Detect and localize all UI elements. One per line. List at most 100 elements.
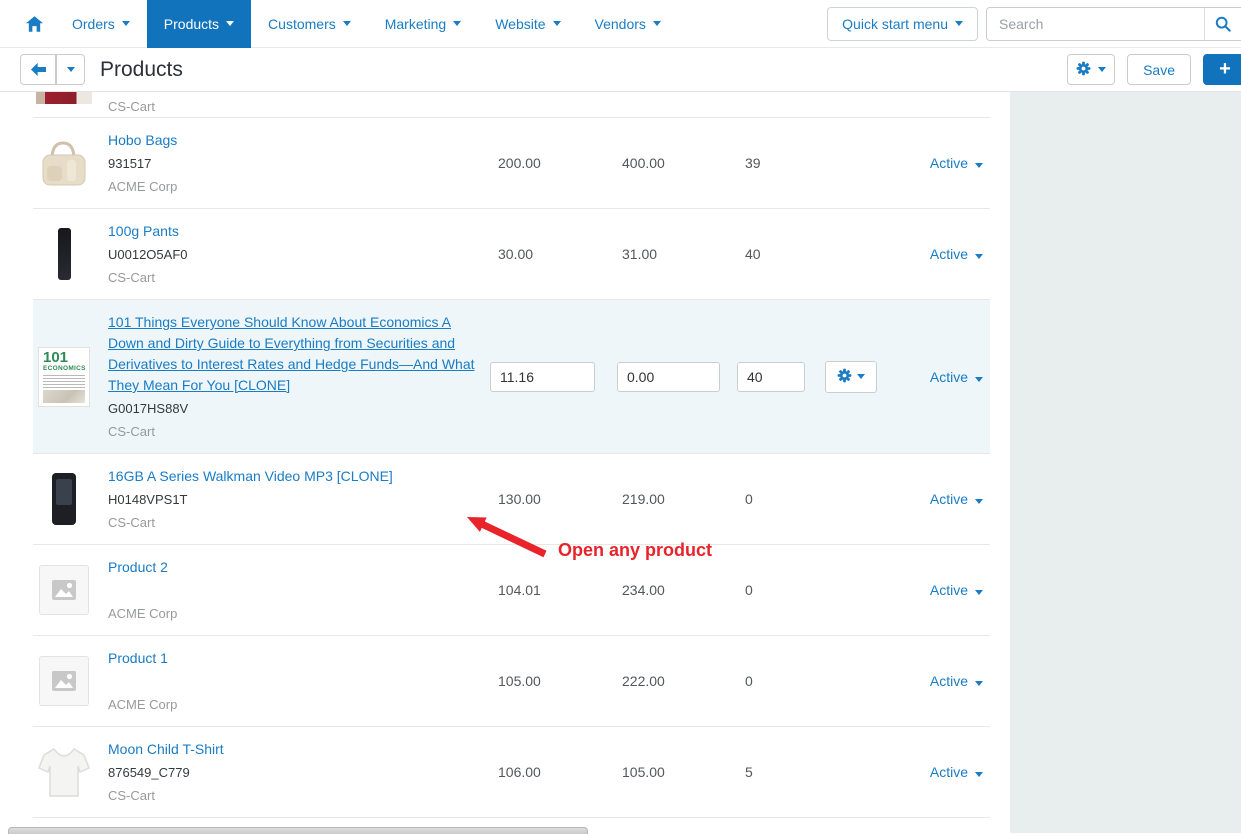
status-cell: Active — [930, 312, 990, 441]
back-dropdown-button[interactable] — [56, 54, 85, 85]
product-vendor: CS-Cart — [108, 99, 155, 114]
product-name-link[interactable]: Product 2 — [108, 559, 168, 575]
nav-item-orders[interactable]: Orders — [55, 0, 147, 48]
bag-thumbnail-image[interactable] — [36, 130, 92, 196]
quantity-input[interactable] — [737, 361, 805, 392]
product-name-link[interactable]: Product 1 — [108, 650, 168, 666]
annotation-text: Open any product — [558, 540, 713, 560]
content-area: CS-Cart Hobo Bags 931517 ACME Corp 200.00 400… — [0, 92, 1241, 834]
nav-right-section: Quick start menu — [827, 0, 1241, 48]
price-input[interactable] — [490, 361, 595, 392]
status-dropdown-link[interactable]: Active — [930, 246, 983, 262]
add-product-button[interactable]: + — [1203, 54, 1241, 85]
status-dropdown-link[interactable]: Active — [930, 582, 983, 598]
top-navigation-bar: Orders Products Customers Marketing Webs… — [0, 0, 1241, 48]
list-price-value: 105.00 — [622, 764, 665, 780]
product-vendor: CS-Cart — [108, 788, 155, 803]
nav-item-website[interactable]: Website — [478, 0, 577, 48]
quick-start-menu-button[interactable]: Quick start menu — [827, 6, 978, 41]
plus-icon: + — [1219, 58, 1231, 80]
product-info: Product 2 ACME Corp — [108, 557, 488, 623]
status-cell: Active — [930, 830, 990, 834]
book-thumbnail-image[interactable]: 101 ECONOMICS — [36, 312, 92, 441]
status-dropdown-link[interactable]: Active — [930, 764, 983, 780]
status-dropdown-link[interactable]: Active — [930, 491, 983, 507]
list-price-input[interactable] — [617, 361, 720, 392]
gear-icon — [1076, 61, 1091, 79]
row-settings-dropdown-button[interactable] — [825, 360, 877, 393]
chevron-down-icon — [975, 590, 983, 595]
status-dropdown-link[interactable]: Active — [930, 155, 983, 171]
product-vendor: ACME Corp — [108, 606, 178, 621]
product-name-link[interactable]: 101 Things Everyone Should Know About Ec… — [108, 314, 475, 393]
product-vendor: CS-Cart — [108, 270, 155, 285]
arrow-left-icon — [30, 62, 46, 77]
chevron-down-icon — [975, 772, 983, 777]
nav-item-customers[interactable]: Customers — [251, 0, 368, 48]
chevron-down-icon — [66, 67, 75, 72]
home-icon[interactable] — [26, 15, 43, 32]
toolbar-actions: Save + — [1067, 54, 1241, 85]
page-toolbar: Products Save + — [0, 48, 1241, 92]
table-row: 101 ECONOMICS 101 Things Everyone Should K… — [33, 300, 990, 454]
chevron-down-icon — [342, 21, 351, 26]
status-dropdown-link[interactable]: Active — [930, 369, 983, 385]
quantity-value: 0 — [745, 582, 753, 598]
chevron-down-icon — [975, 254, 983, 259]
chevron-down-icon — [121, 21, 130, 26]
product-rows: CS-Cart Hobo Bags 931517 ACME Corp 200.00 400… — [33, 92, 990, 834]
placeholder-thumbnail-image[interactable] — [36, 648, 92, 714]
product-name-link[interactable]: 100g Pants — [108, 223, 179, 239]
nav-item-label: Marketing — [384, 15, 447, 32]
product-name-link[interactable]: 16GB A Series Walkman Video MP3 [CLONE] — [108, 468, 393, 484]
quick-start-menu-label: Quick start menu — [842, 15, 948, 32]
chevron-down-icon — [975, 376, 983, 382]
browser-status-bar — [8, 827, 588, 834]
search-input[interactable] — [987, 7, 1204, 40]
save-button[interactable]: Save — [1127, 54, 1191, 85]
nav-item-marketing[interactable]: Marketing — [368, 0, 478, 48]
price-value: 104.01 — [498, 582, 541, 598]
table-row: 100g Pants U0012O5AF0 CS-Cart 30.00 31.00 40 A… — [33, 209, 990, 300]
status-cell: Active — [930, 466, 990, 532]
search-icon[interactable] — [1204, 7, 1241, 40]
product-vendor: ACME Corp — [108, 179, 178, 194]
gear-icon — [837, 368, 852, 386]
tshirt-thumbnail-image[interactable] — [36, 739, 92, 805]
product-vendor: CS-Cart — [108, 515, 155, 530]
list-price-value: 105.00 — [622, 830, 745, 834]
list-price-value: 222.00 — [622, 673, 665, 689]
price-value: 200.00 — [498, 155, 541, 171]
placeholder-thumbnail-image[interactable] — [36, 557, 92, 623]
chevron-down-icon — [975, 499, 983, 504]
list-price-value: 31.00 — [622, 246, 658, 262]
product-code-empty — [108, 582, 488, 600]
quantity-value: 0 — [745, 491, 753, 507]
product-code: 876549_C779 — [108, 765, 190, 780]
nav-item-label: Customers — [268, 15, 336, 32]
back-button[interactable] — [20, 54, 56, 85]
inline-edit-fields — [490, 312, 877, 441]
product-code: U0012O5AF0 — [108, 247, 188, 262]
table-row: Product 1 ACME Corp 105.00 222.00 0 Active — [33, 636, 990, 727]
status-cell: Active — [930, 221, 990, 287]
product-name-link[interactable]: Hobo Bags — [108, 132, 178, 148]
product-info: 100g Pants U0012O5AF0 CS-Cart — [108, 221, 488, 287]
product-info: Hobo Bags 931517 ACME Corp — [108, 130, 488, 196]
table-row: CS-Cart — [33, 92, 990, 118]
settings-dropdown-button[interactable] — [1067, 54, 1116, 85]
chevron-down-icon — [1098, 67, 1107, 72]
nav-item-products[interactable]: Products — [146, 0, 252, 48]
table-row: Product 2 ACME Corp 104.01 234.00 0 Active — [33, 545, 990, 636]
status-dropdown-link[interactable]: Active — [930, 673, 983, 689]
walkman-thumbnail-image[interactable] — [36, 466, 92, 532]
product-name-link[interactable]: Moon Child T-Shirt — [108, 741, 224, 757]
table-row: 16GB A Series Walkman Video MP3 [CLONE] H… — [33, 454, 990, 545]
red-shirt-thumbnail-image[interactable] — [36, 92, 92, 117]
pants-thumbnail-image[interactable] — [36, 221, 92, 287]
nav-item-label: Products — [163, 15, 220, 32]
search-box — [986, 6, 1241, 41]
nav-item-vendors[interactable]: Vendors — [578, 0, 678, 48]
chevron-down-icon — [955, 21, 963, 26]
